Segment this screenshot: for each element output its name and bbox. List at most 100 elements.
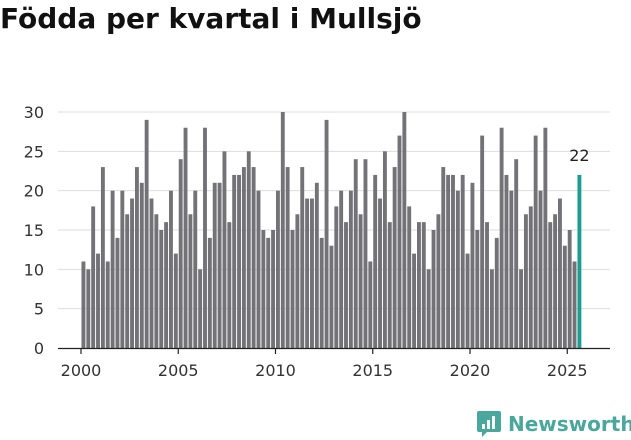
bar [139, 182, 144, 348]
bar [319, 237, 324, 348]
bar [543, 127, 548, 348]
bar [149, 198, 154, 348]
bar [344, 222, 348, 348]
bar [275, 190, 280, 348]
bar [91, 206, 96, 348]
bar [134, 167, 139, 348]
y-tick-label: 10 [24, 260, 44, 279]
bar [271, 230, 276, 348]
bar [538, 190, 543, 348]
bar [130, 198, 134, 348]
bar [125, 214, 130, 348]
x-tick-label: 2015 [352, 361, 393, 380]
bar [169, 190, 173, 348]
y-tick-label: 5 [34, 300, 44, 319]
bar [310, 198, 314, 348]
chart-title: Födda per kvartal i Mullsjö [0, 2, 422, 35]
bar [348, 190, 353, 348]
bar [489, 269, 494, 348]
bar-highlighted [577, 174, 582, 348]
y-tick-label: 20 [24, 182, 44, 201]
bar [173, 253, 178, 348]
bar [120, 190, 125, 348]
bar [324, 119, 329, 349]
bar [494, 237, 499, 348]
bar [421, 222, 426, 348]
bar [431, 230, 436, 348]
bar [222, 151, 227, 348]
bar [382, 151, 387, 348]
x-tick-label: 2025 [547, 361, 588, 380]
bar [397, 135, 402, 348]
bar [562, 245, 567, 348]
bar [86, 269, 91, 348]
bar [358, 214, 363, 348]
bar [159, 230, 164, 348]
x-tick-label: 2005 [158, 361, 199, 380]
bar [280, 112, 285, 348]
bar [480, 135, 485, 348]
bar [339, 190, 344, 348]
bar [290, 230, 295, 348]
bars [81, 112, 582, 349]
bar [417, 222, 421, 348]
bar [368, 261, 373, 348]
bar [558, 198, 562, 348]
bar [300, 167, 305, 348]
x-tick-label: 2000 [61, 361, 102, 380]
bar [237, 174, 241, 348]
bar [528, 206, 533, 348]
bar [178, 159, 183, 348]
bar [198, 269, 203, 348]
bar [412, 253, 417, 348]
bar [567, 230, 572, 348]
bar [246, 151, 251, 348]
brand-name: Newsworthy [508, 412, 631, 436]
bar [217, 182, 222, 348]
bar [100, 167, 105, 348]
bar [207, 237, 212, 348]
bar [256, 190, 261, 348]
bar [451, 174, 455, 348]
y-tick-label: 25 [24, 142, 44, 161]
x-tick-label: 2020 [450, 361, 491, 380]
bar [460, 174, 465, 348]
bar [110, 190, 115, 348]
bar [514, 159, 519, 348]
bar [183, 127, 188, 348]
bar [154, 214, 159, 348]
bar [519, 269, 523, 348]
axes [58, 347, 610, 354]
bar [353, 159, 358, 348]
bar [334, 206, 339, 348]
bar [533, 135, 538, 348]
bar [436, 214, 441, 348]
bar [305, 198, 310, 348]
bar [314, 182, 319, 348]
bar [164, 222, 169, 348]
bar [115, 237, 120, 348]
x-tick-label: 2010 [255, 361, 296, 380]
bar [329, 245, 334, 348]
bar [96, 253, 100, 348]
bar [426, 269, 431, 348]
bar [363, 159, 368, 348]
bar [392, 167, 397, 348]
bar [251, 167, 256, 348]
bar [188, 214, 193, 348]
brand-logo: Newsworthy [476, 408, 631, 440]
bar [295, 214, 300, 348]
bar [504, 174, 509, 348]
bar [465, 253, 470, 348]
y-tick-label: 30 [24, 103, 44, 122]
bar [470, 182, 475, 348]
y-tick-label: 0 [34, 339, 44, 358]
bar [402, 112, 407, 348]
data-label-latest: 22 [569, 146, 589, 165]
bar [509, 190, 514, 348]
bar [193, 190, 198, 348]
bar [203, 127, 207, 348]
bar [285, 167, 290, 348]
